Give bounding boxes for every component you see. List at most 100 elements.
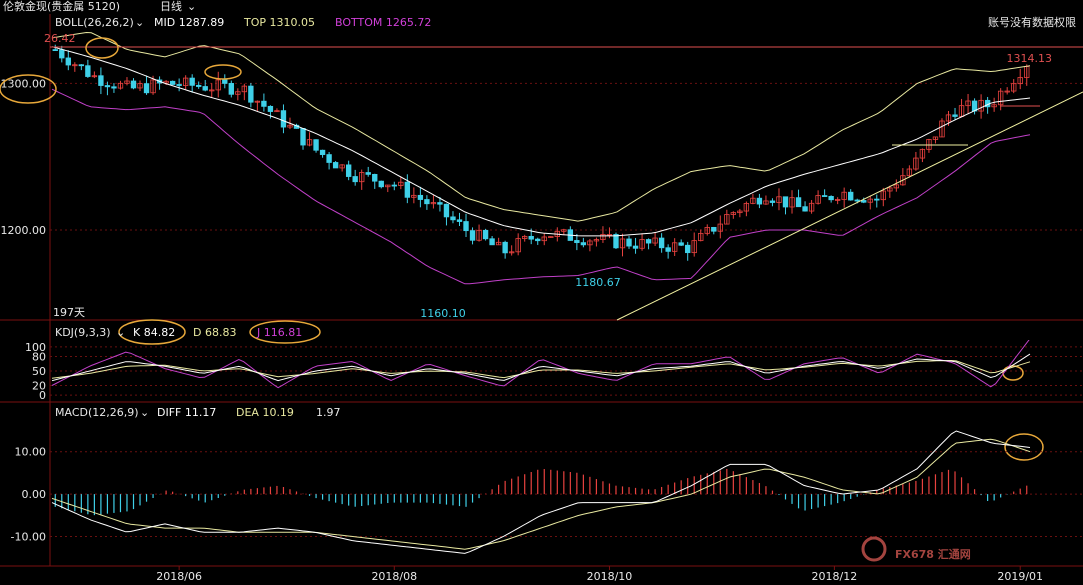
kdj-y-tick-label: 80 [32,351,46,364]
candle-body [261,100,267,107]
candle-body [632,245,639,249]
kdj-k-line [51,353,1031,382]
candle-body [85,65,91,77]
candle-body [848,191,854,201]
candle-body [821,195,828,197]
period-label[interactable]: 日线 [160,0,182,13]
candle-body [241,85,248,93]
candle-body [398,181,404,186]
candle-body [854,199,860,202]
watermark-logo-icon [861,536,887,562]
candle-body [619,238,626,249]
candle-body [300,128,306,146]
macd-histogram [54,468,1028,516]
x-tick-label: 2019/01 [997,570,1043,583]
kdj-y-tick-label: 20 [32,380,46,393]
candle-body [808,202,815,212]
candle-body [104,85,111,88]
candle-body [417,194,424,200]
candle-body [196,84,202,87]
candle-body [580,242,587,246]
x-axis: 2018/06 2018/08 2018/10 2018/12 2019/01 [156,566,1043,583]
candle-body [91,75,98,78]
candle-body [952,114,958,117]
candle-body [352,176,358,183]
candle-body [209,89,215,92]
candle-body [332,162,339,169]
x-tick-label: 2018/08 [371,570,417,583]
candle-body [359,172,365,183]
candle-body [991,104,997,108]
candle-body [548,236,554,238]
kdj-lines [51,340,1031,389]
candle-body [789,197,795,208]
candle-body [515,238,521,253]
candle-body [691,240,697,254]
candle-body [287,124,293,128]
candle-body [704,226,710,234]
trend-line [616,91,1083,321]
kdj-label[interactable]: KDJ(9,3,3) [55,326,111,339]
candle-body [385,184,391,188]
candle-body [248,85,254,103]
candle-body [1017,77,1023,85]
candle-body [124,80,130,84]
candle-body [678,242,684,246]
boll-label[interactable]: BOLL(26,26,2) [55,16,134,29]
candle-body [202,86,208,91]
boll-bottom-line [51,88,1031,285]
candle-body [378,180,384,188]
boll-lines [51,31,1031,285]
x-tick-label: 2018/10 [587,570,633,583]
macd-label[interactable]: MACD(12,26,9) [55,406,139,419]
candle-body [763,200,769,205]
low-label-1: 1160.10 [420,307,466,320]
candle-body [176,84,182,86]
candle-body [913,157,919,170]
boll-top-line [51,31,1031,222]
candle-body [72,64,78,67]
macd-chevron-icon[interactable]: ⌄ [140,406,149,419]
candle-body [137,83,143,89]
candle-body [130,80,137,89]
candle-body [430,202,437,205]
candle-body [893,184,900,189]
candle-body [541,236,547,242]
kdj-d-line [51,359,1031,379]
candle-body [528,236,534,240]
candle-body [215,79,221,91]
boll-mid: MID 1287.89 [154,16,224,29]
candle-body [867,198,873,203]
macd-grid [50,451,1083,538]
kdj-chevron-icon[interactable]: ⌄ [116,326,125,339]
candle-body [671,242,678,252]
watermark-text: FX678 汇通网 [895,548,971,561]
boll-chevron-icon[interactable]: ⌄ [135,16,144,29]
kdj-y-tick-label: 50 [32,365,46,378]
candle-body [919,148,926,159]
candle-body [169,80,176,85]
boll-mid-line [51,46,1031,237]
candle-body [652,237,658,244]
kdj-y-tick-label: 0 [39,389,46,402]
candle-body [235,91,241,95]
no-permission-notice: 账号没有数据权限 [988,15,1076,29]
period-chevron-icon[interactable]: ⌄ [187,0,196,13]
last-high-label: 1314.13 [1007,52,1053,65]
candle-body [52,49,58,51]
candle-body [222,79,228,84]
candle-body [698,232,704,242]
candle-body [319,149,326,155]
candle-body [411,194,417,198]
watermark-logo: FX678 汇通网 [861,536,971,562]
annotation-circle-1300 [0,74,57,104]
candle-body [476,229,482,241]
candle-body [743,202,750,212]
candle-body [887,187,893,192]
candle-body [645,239,652,244]
kdj-j-line [51,340,1030,389]
candle-body [443,203,450,218]
candle-body [313,139,319,151]
